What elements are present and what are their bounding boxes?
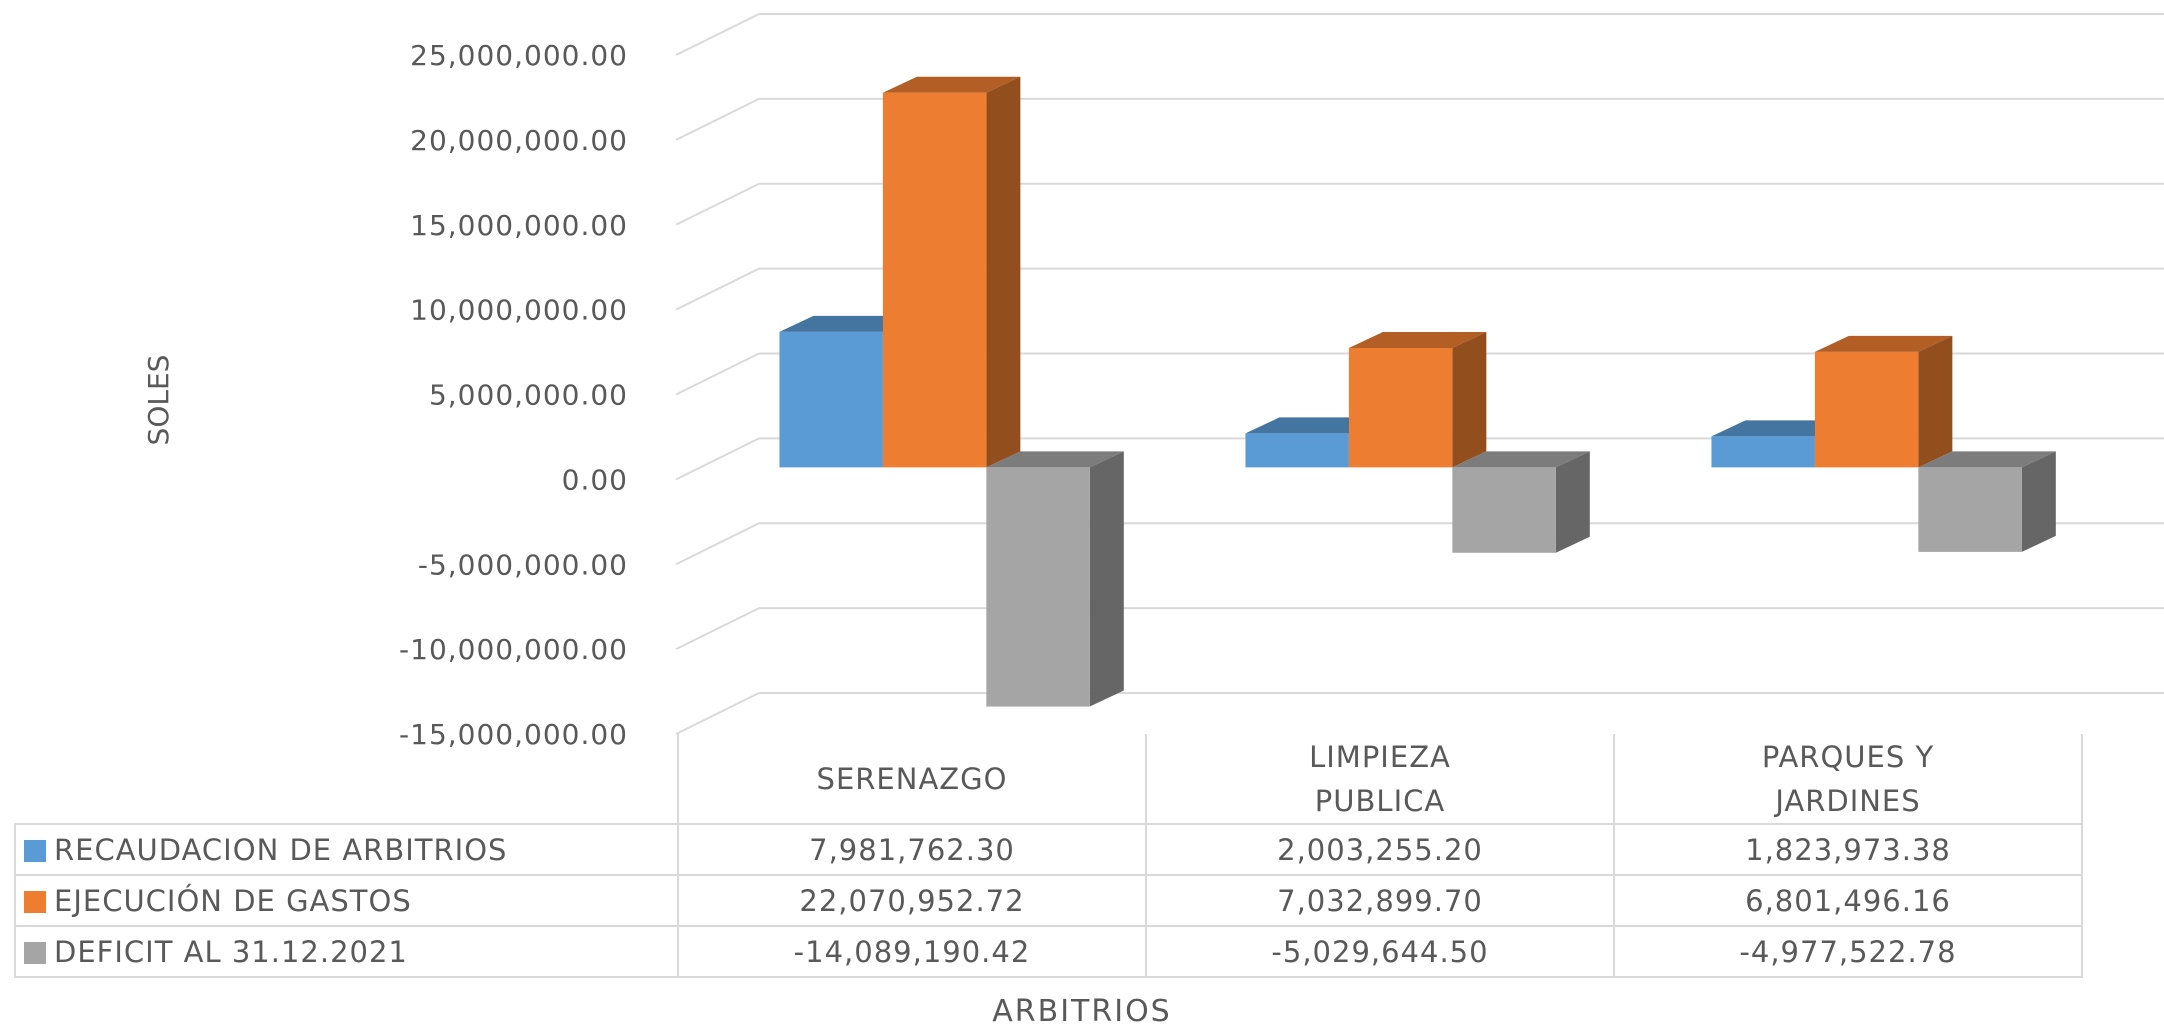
bar-side — [2021, 451, 2056, 552]
bar-front — [1918, 467, 2022, 552]
bar — [1814, 335, 1953, 468]
y-tick-label: 10,000,000.00 — [410, 294, 628, 327]
y-tick-label: 20,000,000.00 — [410, 124, 628, 157]
bar-front — [882, 92, 987, 468]
bar-front — [779, 331, 883, 468]
value-label: -5,029,644.50 — [1271, 934, 1489, 969]
bar-top — [882, 76, 1021, 93]
table-row: DEFICIT AL 31.12.2021 -14,089,190.42 -5,02… — [14, 925, 2083, 978]
y-tick-label: -10,000,000.00 — [399, 633, 628, 666]
bar-top — [1918, 451, 2056, 468]
bar-front — [1348, 347, 1453, 468]
bar-top — [779, 315, 917, 332]
table-cell: 7,032,899.70 — [1145, 874, 1615, 927]
x-tick-label: SERENAZGO — [816, 761, 1008, 796]
bar-front — [986, 467, 1090, 707]
bar-side — [1089, 451, 1124, 707]
value-label: 7,032,899.70 — [1277, 883, 1483, 918]
bar-top — [1245, 417, 1383, 434]
bar-front — [1452, 467, 1556, 553]
legend-label: DEFICIT AL 31.12.2021 — [54, 934, 408, 969]
bar-side — [1452, 331, 1487, 468]
grid-line — [675, 182, 760, 226]
table-cell: 6,801,496.16 — [1613, 874, 2083, 927]
y-axis-title: SOLES — [142, 355, 175, 446]
bar-front — [1814, 351, 1919, 468]
bar — [1348, 331, 1487, 468]
table-corner — [15, 734, 679, 825]
value-label: 2,003,255.20 — [1277, 832, 1483, 867]
value-label: 1,823,973.38 — [1745, 832, 1951, 867]
legend-swatch — [24, 839, 46, 862]
table-cell: 1,823,973.38 — [1613, 823, 2083, 876]
grid-line — [675, 13, 760, 56]
table-cell: 2,003,255.20 — [1145, 823, 1615, 876]
table-header-cell: PARQUES Y JARDINES — [1613, 734, 2083, 825]
value-label: 7,981,762.30 — [809, 832, 1015, 867]
legend-entry: RECAUDACION DE ARBITRIOS — [14, 823, 679, 876]
bar-front — [1245, 433, 1349, 468]
table-row: RECAUDACION DE ARBITRIOS 7,981,762.30 2,00… — [14, 823, 2083, 876]
x-tick-label: PARQUES Y JARDINES — [1761, 739, 1935, 818]
data-table: SERENAZGO LIMPIEZA PUBLICA PARQUES Y JARDI… — [14, 734, 2083, 978]
y-tick-label: 25,000,000.00 — [410, 39, 628, 72]
bar — [986, 451, 1124, 707]
y-tick-label: -5,000,000.00 — [418, 548, 628, 581]
bar-top — [1711, 420, 1849, 437]
table-cell: 22,070,952.72 — [677, 874, 1147, 927]
bar — [1452, 451, 1590, 553]
bar — [1918, 451, 2056, 552]
table-cell: 7,981,762.30 — [677, 823, 1147, 876]
legend-swatch — [24, 890, 46, 913]
bar-front — [1711, 436, 1815, 468]
x-axis-title: ARBITRIOS — [992, 994, 1172, 1029]
legend-label: EJECUCIÓN DE GASTOS — [54, 883, 412, 918]
y-tick-label: 15,000,000.00 — [410, 209, 628, 242]
bar-side — [1555, 451, 1590, 553]
bar-side — [986, 76, 1021, 468]
bar-top — [1452, 451, 1590, 468]
value-label: -14,089,190.42 — [793, 934, 1031, 969]
grid-line — [675, 692, 760, 735]
bar-top — [1348, 331, 1487, 348]
bar — [882, 76, 1021, 468]
bar-top — [986, 451, 1124, 468]
grid-line — [675, 437, 760, 481]
value-label: 6,801,496.16 — [1745, 883, 1951, 918]
grid-line — [675, 607, 760, 651]
grid-line — [675, 522, 760, 566]
value-label: 22,070,952.72 — [799, 883, 1025, 918]
grid-line — [675, 352, 760, 396]
table-cell: -4,977,522.78 — [1613, 925, 2083, 978]
legend-swatch — [24, 941, 46, 964]
table-header-cell: LIMPIEZA PUBLICA — [1145, 734, 1615, 825]
grid-line — [675, 97, 760, 141]
legend-label: RECAUDACION DE ARBITRIOS — [54, 832, 508, 867]
table-cell: -5,029,644.50 — [1145, 925, 1615, 978]
bar-top — [1814, 335, 1953, 352]
y-tick-label: 5,000,000.00 — [429, 379, 628, 412]
legend-entry: DEFICIT AL 31.12.2021 — [14, 925, 679, 978]
bar-side — [1918, 335, 1953, 468]
grid-line — [675, 267, 760, 311]
legend-entry: EJECUCIÓN DE GASTOS — [14, 874, 679, 927]
table-cell: -14,089,190.42 — [677, 925, 1147, 978]
table-header-row: SERENAZGO LIMPIEZA PUBLICA PARQUES Y JARDI… — [15, 734, 2083, 825]
table-header-cell: SERENAZGO — [677, 734, 1147, 825]
x-tick-label: LIMPIEZA PUBLICA — [1309, 739, 1451, 818]
y-tick-label: 0.00 — [562, 463, 628, 496]
value-label: -4,977,522.78 — [1739, 934, 1957, 969]
table-row: EJECUCIÓN DE GASTOS 22,070,952.72 7,032,89… — [14, 874, 2083, 927]
